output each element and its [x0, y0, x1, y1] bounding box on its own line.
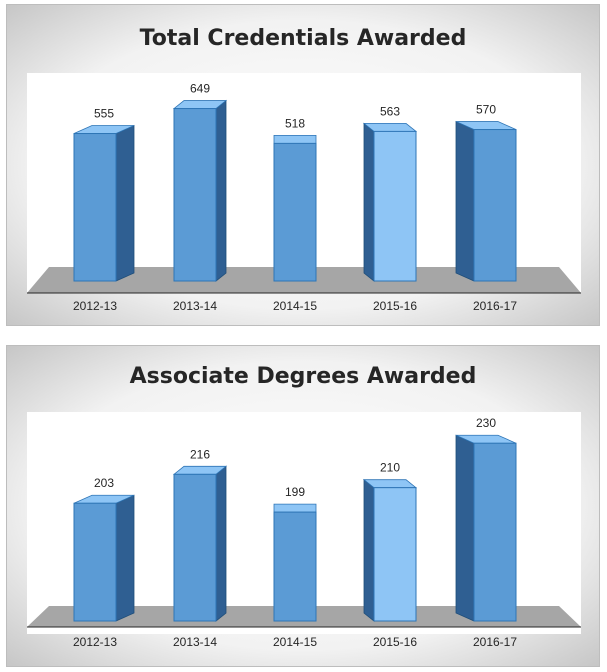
bar-side — [363, 122, 375, 282]
bar-front — [473, 442, 517, 622]
bar-top — [273, 134, 317, 144]
bar-front — [273, 511, 317, 622]
bar — [362, 122, 418, 282]
bar-front — [273, 142, 317, 282]
bar-front — [373, 487, 417, 622]
x-tick-label: 2015-16 — [373, 635, 417, 649]
x-tick-label: 2012-13 — [73, 299, 117, 313]
data-label: 210 — [380, 461, 400, 475]
bar — [172, 465, 228, 622]
data-label: 570 — [476, 103, 496, 117]
bar-side — [215, 465, 227, 622]
x-tick-label: 2012-13 — [73, 635, 117, 649]
bar-front — [173, 108, 217, 282]
bar-side — [455, 434, 475, 622]
data-label: 649 — [190, 82, 210, 96]
bar-front — [173, 473, 217, 622]
x-tick-label: 2016-17 — [473, 635, 517, 649]
bar — [273, 134, 317, 282]
bar-side — [115, 494, 135, 622]
chart-svg: Associate Degrees Awarded 203 216 199 210 23… — [7, 346, 599, 666]
bar-top — [273, 503, 317, 513]
bar-front — [473, 129, 517, 282]
bar-side — [215, 99, 227, 282]
chart-associate-degrees: Associate Degrees Awarded 203 216 199 210 23… — [6, 345, 600, 667]
chart-total-credentials: Total Credentials Awarded 555 649 518 563 57… — [6, 4, 600, 326]
chart-title: Associate Degrees Awarded — [130, 364, 477, 389]
data-label: 563 — [380, 104, 400, 118]
x-tick-label: 2014-15 — [273, 635, 317, 649]
bar-side — [455, 120, 475, 282]
bar-side — [363, 478, 375, 622]
data-label: 518 — [285, 116, 305, 130]
bar — [273, 503, 317, 622]
x-tick-label: 2016-17 — [473, 299, 517, 313]
x-tick-label: 2015-16 — [373, 299, 417, 313]
bar-front — [73, 133, 117, 282]
bar — [172, 99, 228, 282]
bar — [362, 478, 418, 622]
data-label: 555 — [94, 107, 114, 121]
data-label: 203 — [94, 476, 114, 490]
bar-side — [115, 124, 135, 282]
x-tick-label: 2014-15 — [273, 299, 317, 313]
x-tick-label: 2013-14 — [173, 635, 217, 649]
bar — [73, 124, 135, 282]
data-label: 230 — [476, 416, 496, 430]
x-tick-label: 2013-14 — [173, 299, 217, 313]
data-label: 199 — [285, 485, 305, 499]
bar-front — [373, 130, 417, 282]
bar — [73, 494, 135, 622]
data-label: 216 — [190, 447, 210, 461]
chart-svg: Total Credentials Awarded 555 649 518 563 57… — [7, 5, 599, 325]
bar-front — [73, 502, 117, 622]
bar — [455, 434, 517, 622]
chart-title: Total Credentials Awarded — [140, 26, 467, 51]
bar — [455, 120, 517, 282]
